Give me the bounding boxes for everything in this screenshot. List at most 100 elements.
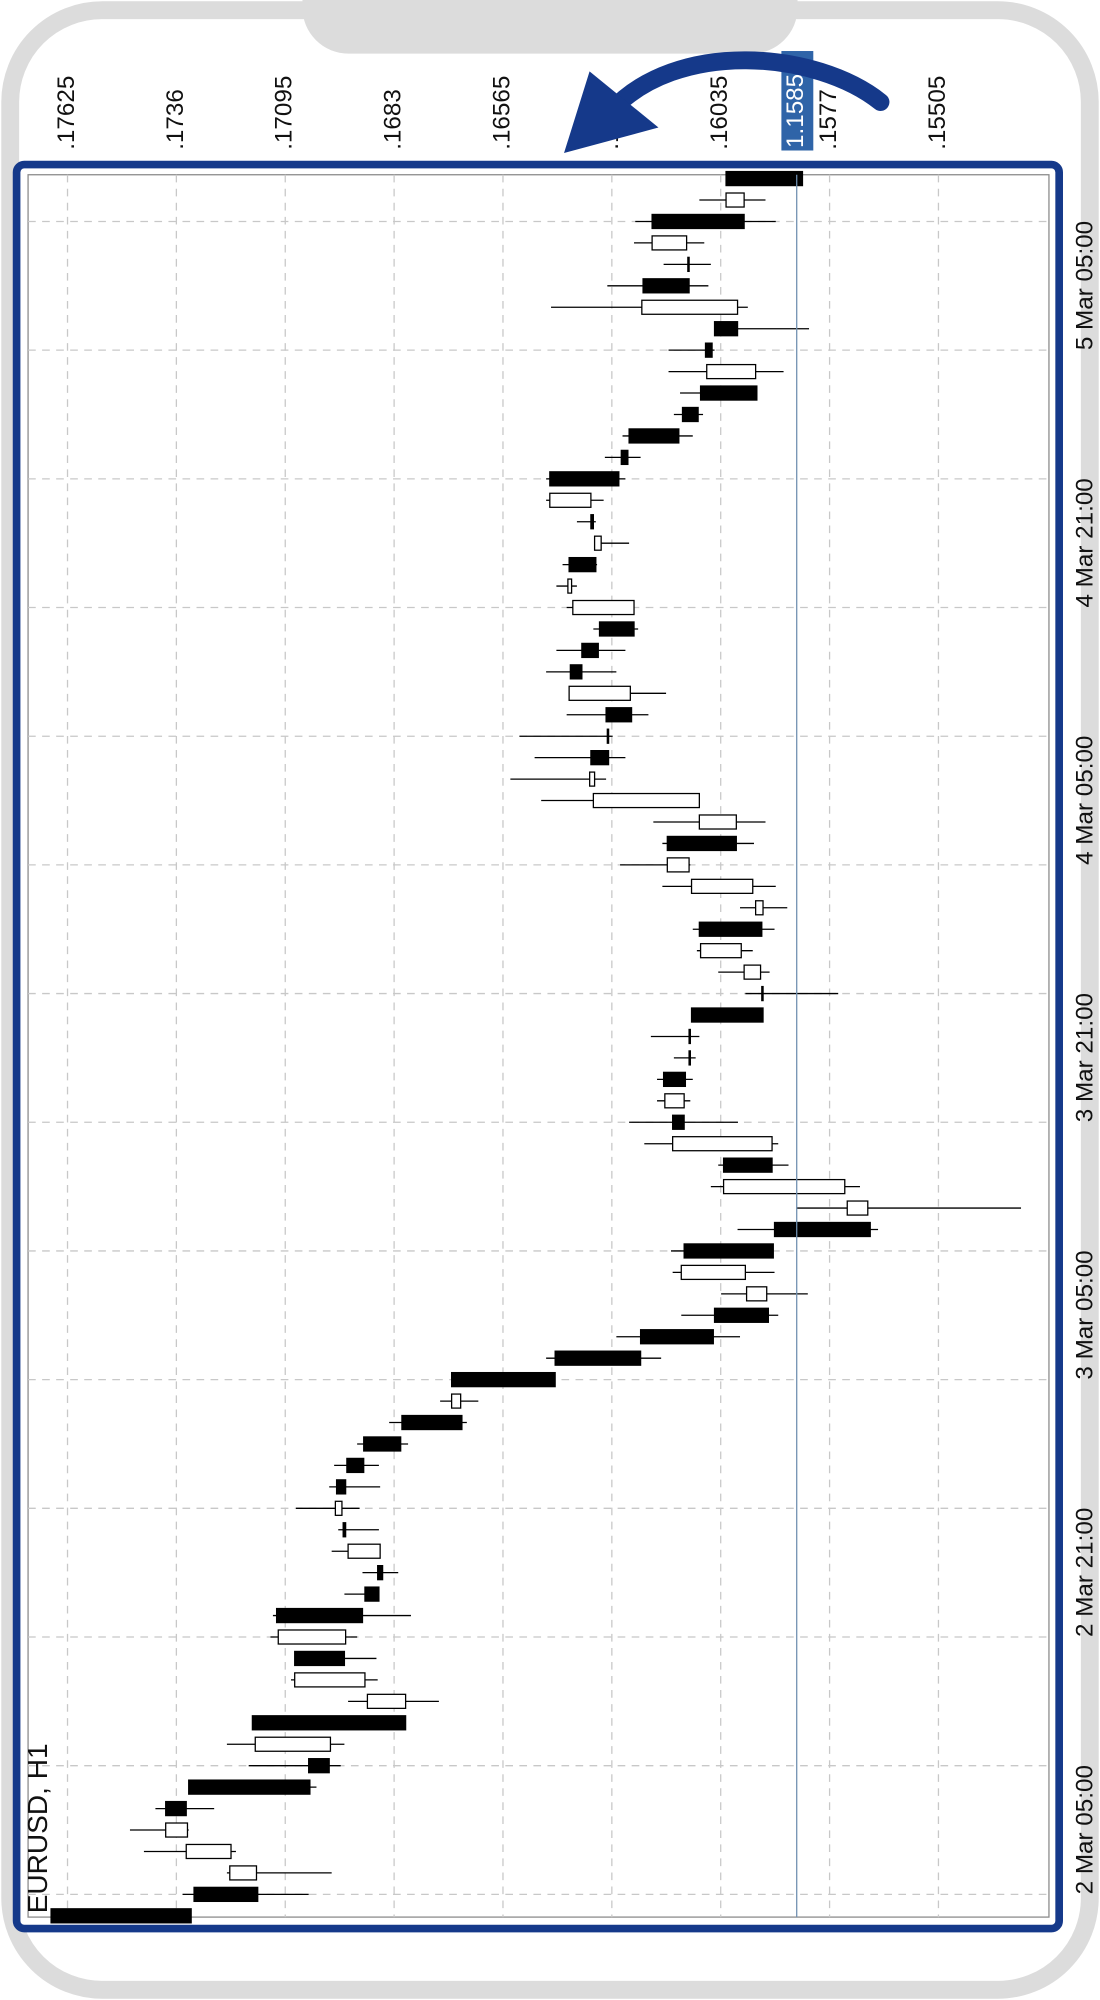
candle-body [193,1886,259,1903]
candle-body [294,1672,366,1688]
candle-body [651,235,688,251]
candle-body [363,1436,402,1452]
candle-body [342,1522,347,1538]
candle-body [185,1843,232,1860]
candle-body [641,299,739,315]
candle-body [683,1243,774,1259]
candle-body [592,792,700,809]
candle-body [568,685,631,701]
candle-body [687,256,690,273]
time-axis: 2 Mar 05:00 2 Mar 21:00 3 Mar 05:00 3 Mar 2… [1071,221,1098,1895]
time-tick-label: 2 Mar 05:00 [1071,1765,1098,1894]
annotation-arrow [601,51,890,122]
candle-body [598,621,635,637]
candle-body [664,1093,685,1109]
candle-body [590,750,610,766]
candle-body [773,1221,871,1238]
candle-body [651,213,745,230]
candle-body [699,943,742,959]
candle-body [572,599,635,616]
candle-body [188,1779,311,1795]
candle-body [590,514,594,530]
candle-body [666,835,737,852]
candle-body [581,642,599,659]
candle-body [688,1050,691,1066]
candle-body [628,428,680,444]
candle-body [706,363,757,380]
candle-body [620,449,629,466]
candle-body [713,1307,770,1323]
candle-body [568,556,597,573]
candle-body [589,771,596,787]
candle-body [642,278,690,294]
candle-body [754,900,764,916]
candle-body [745,1286,768,1302]
candle-body [334,1500,343,1516]
candle-body [554,1350,642,1366]
candle-body [366,1693,407,1709]
candle-body [639,1329,714,1345]
plot-border [27,174,1050,1918]
price-tick-label: 1.17625 [53,76,80,164]
candle-body [450,1393,462,1409]
candle-body [450,1371,556,1388]
candle-body [593,535,602,551]
time-tick-label: 4 Mar 05:00 [1071,736,1098,865]
candle-body [377,1565,384,1581]
candle-body [699,385,758,401]
chart-frame [12,160,1063,1933]
candle-body [549,492,592,508]
candle-body [165,1822,189,1838]
candle-body [713,321,739,337]
candle-body [704,342,713,358]
candle-body [567,578,573,594]
candle-body [690,878,754,894]
candle-body [725,192,745,208]
candle-body [401,1414,463,1431]
phone-notch [302,0,798,54]
price-tick-label: 1.1577 [815,89,842,163]
candle-body [672,1136,773,1152]
time-tick-label: 2 Mar 21:00 [1071,1508,1098,1637]
time-tick-label: 3 Mar 21:00 [1071,993,1098,1122]
candle-body [251,1715,407,1731]
time-tick-label: 4 Mar 21:00 [1071,478,1098,607]
candle-body [347,1543,381,1559]
candle-body [688,1028,691,1045]
price-tick-label: 1.1683 [380,89,407,163]
candle-body [335,1479,347,1495]
price-tick-label: 1.1736 [162,89,189,163]
candle-body [277,1629,347,1645]
candle-body [672,1114,685,1130]
candle-body [50,1908,192,1924]
time-tick-label: 3 Mar 05:00 [1071,1250,1098,1379]
time-tick-label: 5 Mar 05:00 [1071,221,1098,350]
candle-body [725,170,804,187]
price-tick-label: 1.15505 [924,76,951,164]
candle-body [722,1157,773,1173]
candle-body [549,471,620,487]
candle-body [229,1865,258,1881]
candles [50,170,1022,1924]
candle-body [364,1586,380,1602]
candle-body [698,921,763,937]
candle-body [275,1607,364,1624]
price-tick-label: 1.16565 [488,76,515,164]
candle-body [346,1457,365,1474]
candle-body [569,664,583,680]
candle-body [294,1650,346,1667]
candle-body [662,1071,687,1088]
candle-body [606,728,610,744]
candle-body [308,1758,330,1774]
price-tick-label: 1.17095 [271,76,298,164]
candle-body [254,1736,332,1752]
candle-body [681,406,699,423]
price-tick-label: 1.16035 [706,76,733,164]
candle-body [666,857,690,873]
candle-body [680,1264,746,1281]
candle-body [165,1800,187,1817]
candle-body [761,985,764,1002]
candle-body [605,707,633,723]
